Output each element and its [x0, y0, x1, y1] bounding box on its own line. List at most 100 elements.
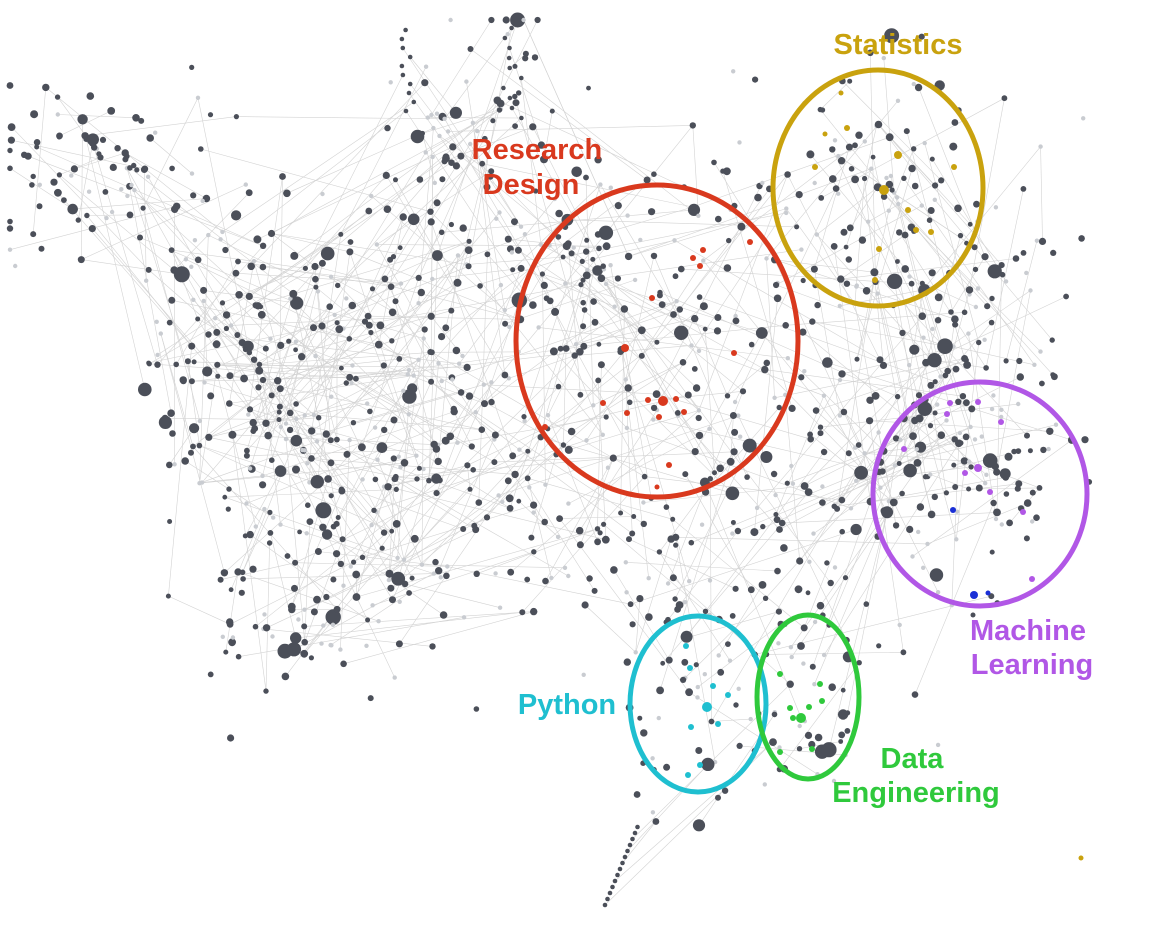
graph-node: [612, 304, 617, 309]
graph-edge: [814, 512, 888, 685]
graph-node: [427, 208, 434, 215]
graph-edge: [840, 234, 906, 280]
graph-node: [430, 154, 435, 160]
graph-node: [624, 384, 632, 392]
graph-node: [989, 549, 995, 555]
graph-node: [195, 95, 201, 101]
graph-node: [875, 291, 880, 296]
graph-node: [279, 173, 286, 180]
graph-node: [566, 501, 571, 506]
graph-node: [479, 160, 486, 167]
graph-node: [863, 601, 870, 607]
graph-node: [245, 292, 253, 300]
graph-node: [7, 147, 13, 154]
graph-node: [696, 213, 701, 218]
graph-node: [429, 349, 435, 356]
graph-node: [957, 232, 964, 239]
graph-node: [370, 603, 375, 608]
graph-node: [907, 362, 912, 368]
graph-node: [990, 499, 997, 507]
graph-node: [809, 663, 816, 670]
graph-node: [752, 76, 759, 83]
graph-node: [731, 69, 736, 74]
graph-node: [397, 245, 403, 251]
graph-node: [914, 83, 923, 92]
graph-node: [61, 197, 67, 204]
graph-edge: [259, 352, 432, 365]
graph-node: [836, 153, 841, 159]
graph-edge: [315, 356, 338, 440]
graph-node: [407, 213, 420, 226]
graph-node: [297, 529, 302, 535]
graph-node: [505, 494, 514, 503]
graph-node: [166, 461, 173, 469]
graph-edge: [457, 416, 607, 443]
graph-edge: [802, 331, 986, 484]
graph-node: [228, 638, 237, 647]
graph-node: [6, 225, 14, 232]
graph-node: [339, 365, 344, 371]
graph-node: [13, 263, 18, 269]
graph-node: [283, 436, 289, 442]
graph-edge: [509, 280, 584, 509]
graph-edge: [601, 364, 733, 494]
graph-node: [687, 579, 692, 584]
graph-node: [291, 584, 298, 592]
graph-node: [437, 133, 442, 139]
graph-node: [416, 176, 424, 183]
cluster-node: [645, 397, 651, 403]
graph-edge: [727, 362, 767, 397]
graph-node: [702, 672, 707, 677]
graph-node: [244, 501, 249, 506]
graph-node: [29, 182, 35, 188]
graph-edge: [409, 83, 515, 222]
graph-node: [590, 256, 596, 262]
graph-edge: [856, 168, 913, 360]
graph-edge: [675, 537, 928, 545]
graph-node: [399, 213, 407, 221]
graph-node: [645, 613, 653, 621]
graph-node: [837, 157, 846, 165]
graph-node: [327, 459, 335, 467]
graph-node: [586, 575, 593, 582]
graph-node: [202, 380, 207, 385]
graph-node: [598, 225, 614, 240]
graph-edge: [237, 334, 310, 483]
graph-edge: [311, 351, 431, 432]
graph-edge: [388, 486, 606, 540]
graph-node: [407, 54, 413, 60]
graph-node: [784, 206, 789, 211]
graph-node: [925, 541, 930, 547]
graph-edge: [892, 305, 957, 540]
graph-node: [577, 391, 584, 398]
graph-node: [497, 210, 502, 215]
graph-node: [441, 436, 450, 445]
graph-node: [821, 393, 827, 398]
graph-edge: [296, 302, 424, 339]
graph-node: [445, 564, 450, 569]
graph-node: [425, 115, 430, 120]
graph-node: [695, 747, 703, 754]
graph-edge: [890, 175, 935, 361]
graph-edge: [475, 411, 644, 525]
graph-node: [507, 95, 513, 101]
graph-node: [132, 187, 137, 193]
graph-node: [979, 434, 984, 439]
graph-edge: [225, 571, 239, 653]
graph-node: [715, 215, 722, 223]
graph-node: [630, 836, 635, 842]
graph-node: [963, 399, 970, 407]
graph-node: [837, 275, 845, 283]
graph-edge: [820, 80, 850, 110]
graph-node: [908, 164, 916, 173]
graph-edge: [699, 296, 936, 382]
graph-node: [755, 327, 768, 339]
graph-node: [249, 418, 257, 427]
graph-edge: [286, 127, 434, 194]
machine-learning-label-line-2: Learning: [971, 649, 1093, 681]
graph-node: [290, 632, 302, 644]
graph-node: [562, 565, 568, 570]
graph-edge: [518, 250, 658, 343]
graph-node: [955, 398, 962, 405]
graph-node: [189, 64, 195, 70]
